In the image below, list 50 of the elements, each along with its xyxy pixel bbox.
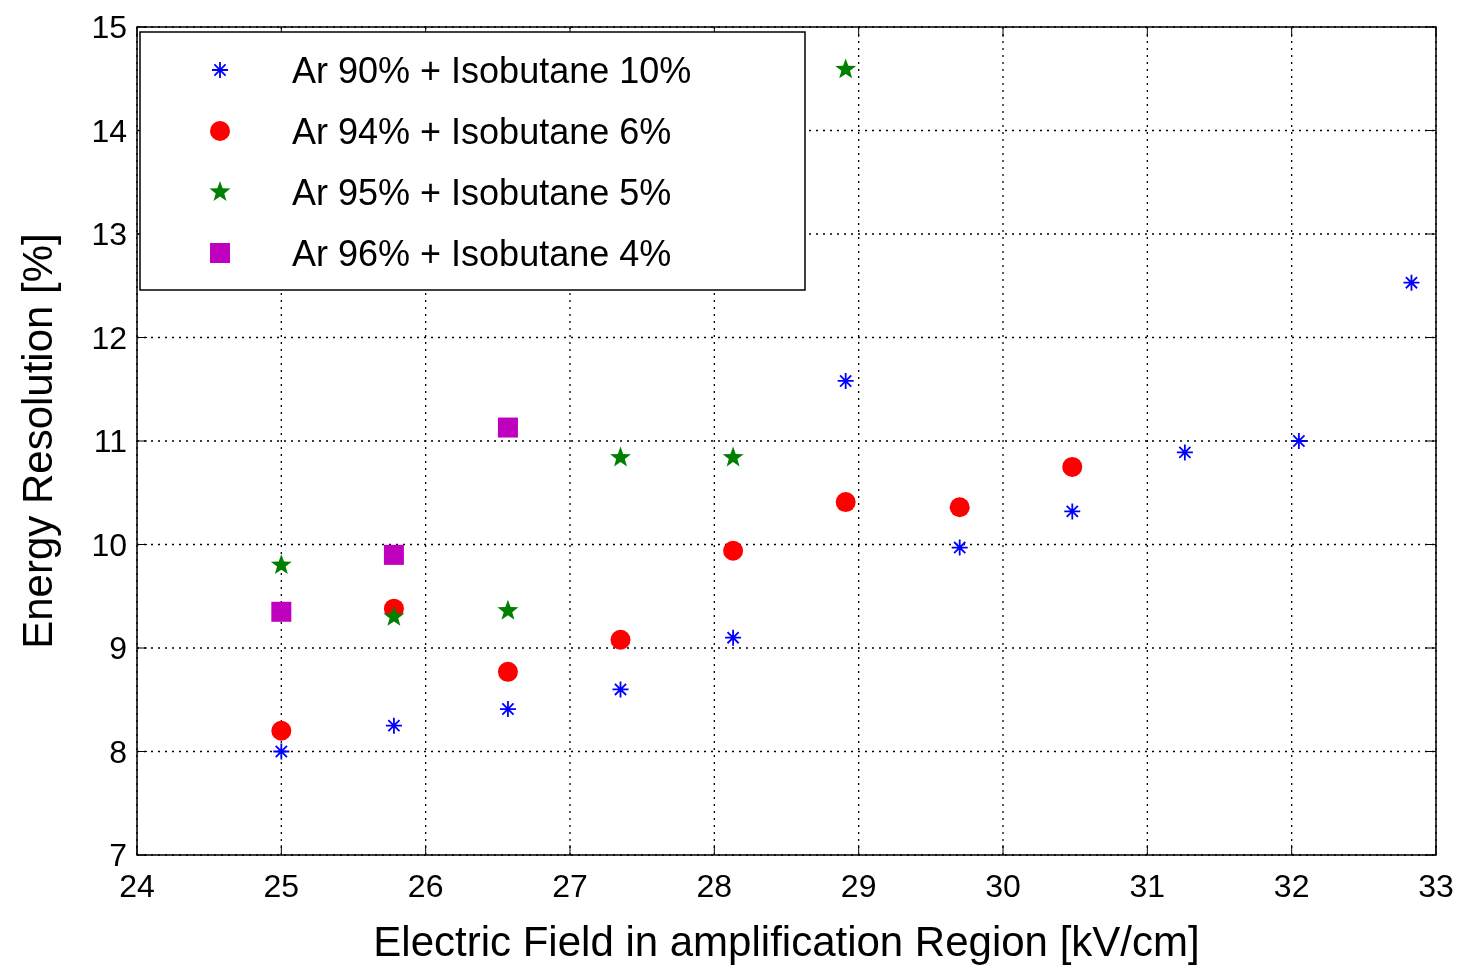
point <box>1063 502 1082 521</box>
point <box>1175 443 1194 462</box>
y-tick-label: 13 <box>91 216 127 253</box>
x-axis-title: Electric Field in amplification Region [kV/cm] <box>373 918 1200 965</box>
point <box>499 700 517 718</box>
point <box>1289 432 1308 450</box>
point <box>611 680 630 699</box>
x-tick-label: 27 <box>552 868 588 904</box>
point <box>1062 456 1083 477</box>
point <box>835 492 856 513</box>
point <box>950 538 969 557</box>
y-tick-label: 11 <box>93 423 127 460</box>
point <box>385 716 403 735</box>
x-tick-label: 30 <box>985 868 1021 904</box>
point <box>949 497 970 518</box>
y-axis-title: Energy Resolution [%] <box>14 233 61 649</box>
legend-label: Ar 95% + Isobutane 5% <box>292 171 672 213</box>
point <box>722 446 744 467</box>
point <box>497 417 518 438</box>
point <box>270 554 292 575</box>
y-tick-label: 10 <box>91 526 127 563</box>
point <box>835 58 857 79</box>
x-tick-label: 33 <box>1418 868 1454 904</box>
point <box>610 629 631 650</box>
y-tick-label: 12 <box>91 319 127 356</box>
x-tick-label: 28 <box>696 868 733 904</box>
point <box>271 720 292 741</box>
legend-label: Ar 90% + Isobutane 10% <box>292 49 692 91</box>
point <box>1402 273 1421 292</box>
point <box>724 628 742 647</box>
y-tick-label: 15 <box>91 9 127 46</box>
y-tick-label: 8 <box>109 733 127 770</box>
point <box>383 544 404 565</box>
point <box>610 446 631 467</box>
x-tick-label: 26 <box>407 868 444 904</box>
x-tick-label: 25 <box>263 868 300 904</box>
y-tick-label: 14 <box>91 112 127 149</box>
point <box>723 540 744 561</box>
point <box>836 372 855 390</box>
point <box>272 742 291 761</box>
point <box>497 599 519 620</box>
y-tick-label: 9 <box>109 630 127 667</box>
legend-label: Ar 94% + Isobutane 6% <box>292 110 672 152</box>
point <box>497 661 518 682</box>
legend-label: Ar 96% + Isobutane 4% <box>292 232 672 274</box>
point <box>271 601 292 622</box>
point <box>383 605 405 626</box>
x-tick-label: 29 <box>840 868 877 904</box>
x-tick-label: 31 <box>1129 868 1166 904</box>
x-tick-label: 32 <box>1273 868 1310 904</box>
